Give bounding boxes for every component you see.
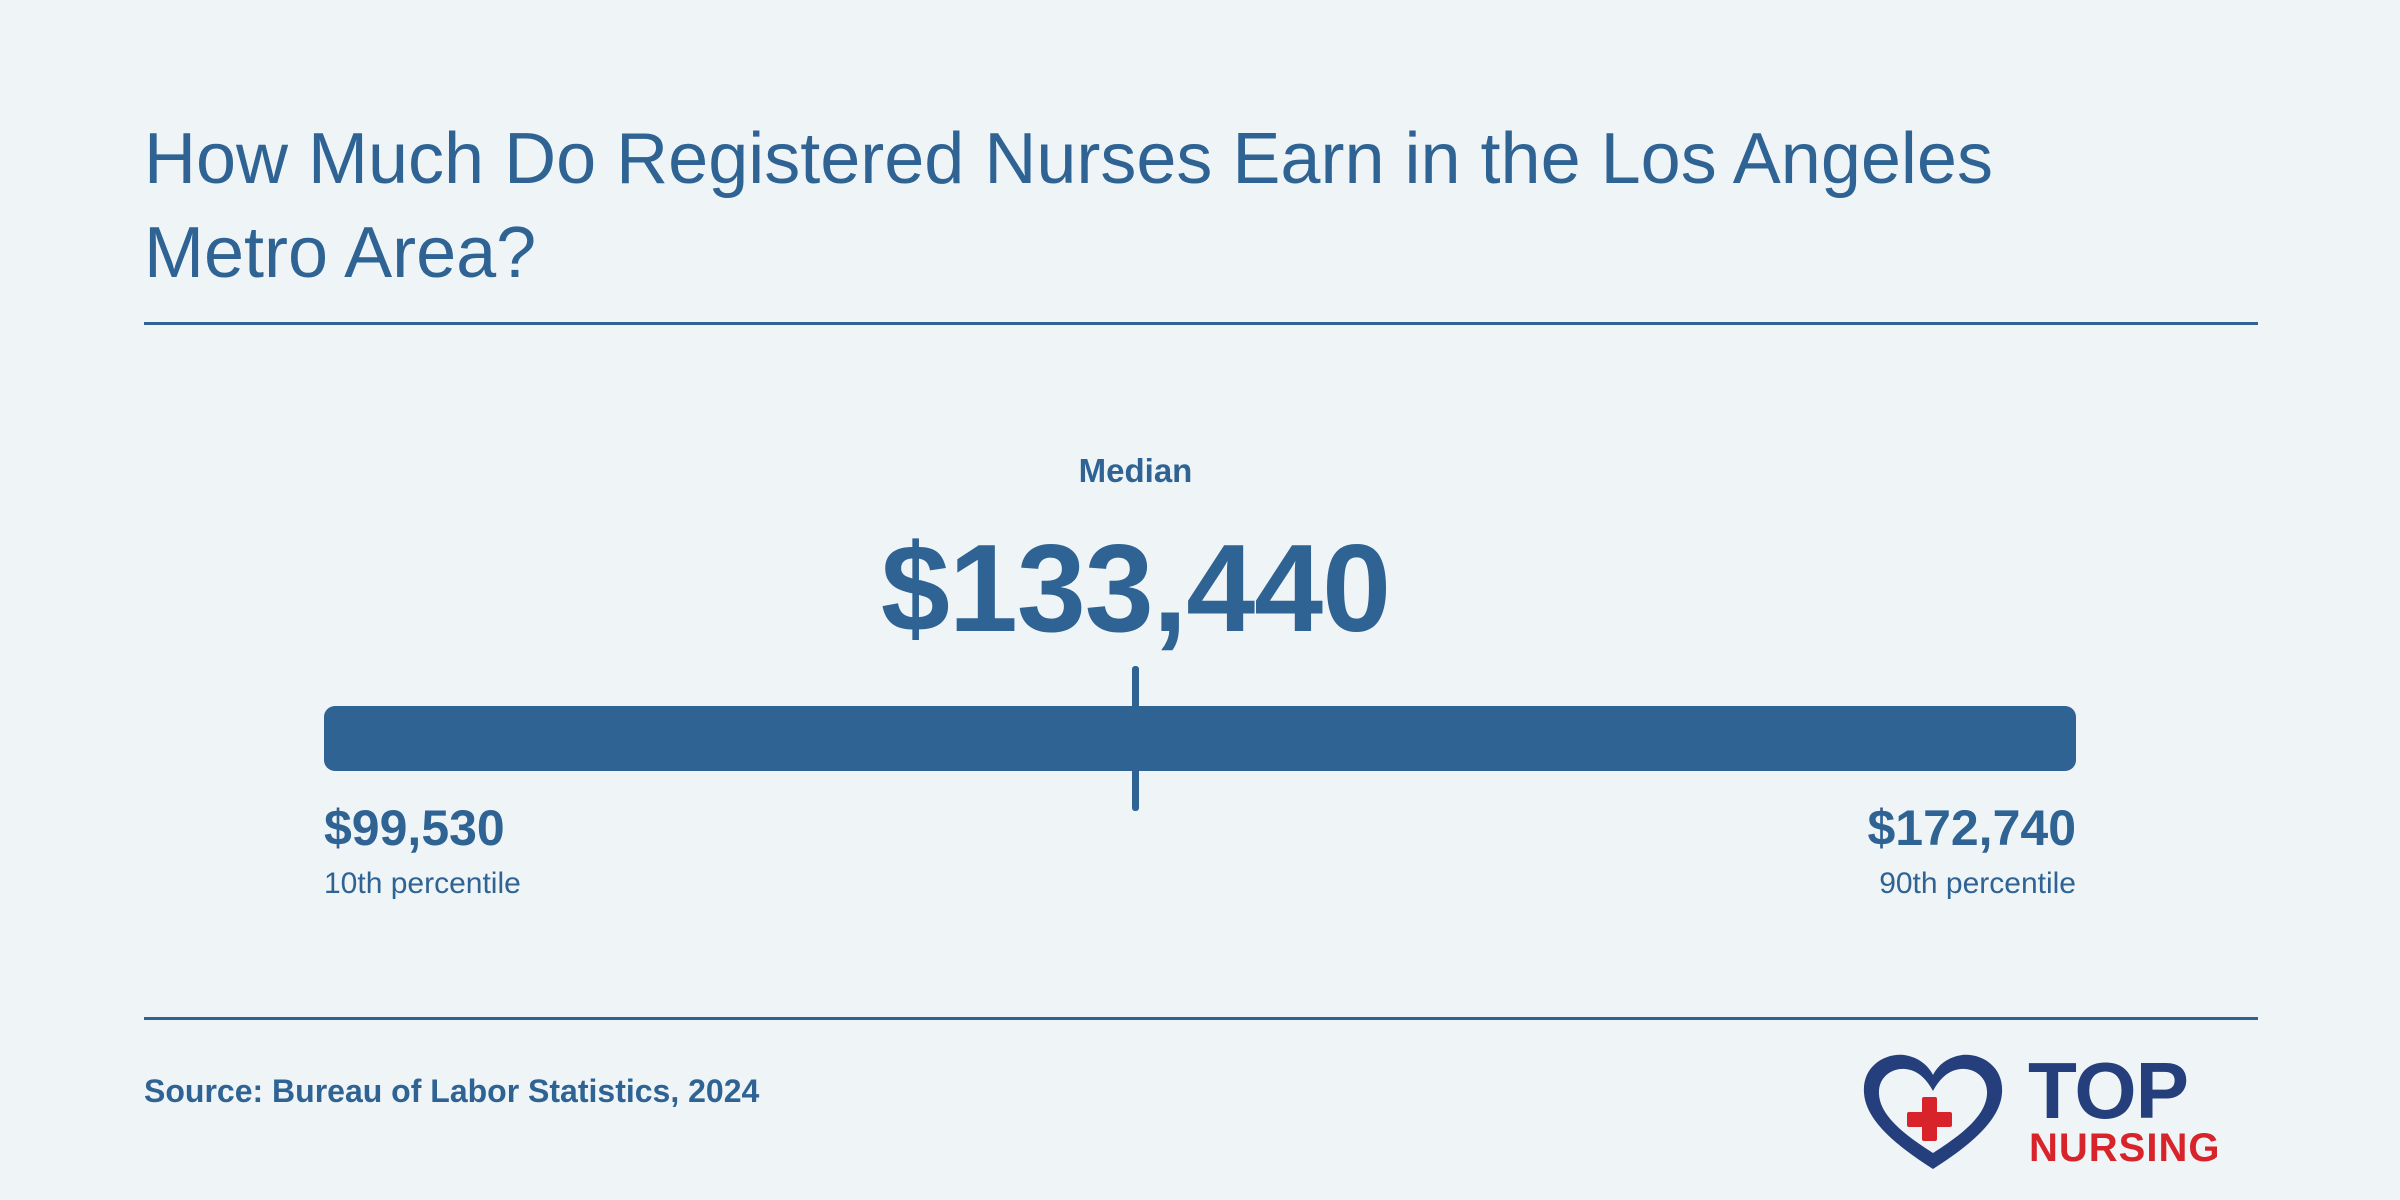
bottom-divider: [144, 1017, 2258, 1020]
range-bar: [324, 706, 2076, 771]
median-value: $133,440: [880, 520, 1391, 658]
top-nursing-logo: TOP NURSING: [1862, 1046, 2262, 1173]
logo-text-top: TOP: [2028, 1046, 2189, 1135]
median-marker: [1132, 666, 1139, 811]
max-percentile-label: 90th percentile: [1879, 867, 2076, 900]
median-label: Median: [1078, 452, 1193, 489]
top-divider: [144, 322, 2258, 325]
source-note: Source: Bureau of Labor Statistics, 2024: [144, 1073, 760, 1109]
page-title: How Much Do Registered Nurses Earn in th…: [144, 119, 1993, 293]
logo-text-nursing: NURSING: [2029, 1126, 2221, 1170]
max-value: $172,740: [1867, 800, 2076, 856]
min-percentile-label: 10th percentile: [324, 867, 521, 900]
heart-cross-icon: [1863, 1054, 2003, 1169]
min-value: $99,530: [324, 800, 505, 856]
